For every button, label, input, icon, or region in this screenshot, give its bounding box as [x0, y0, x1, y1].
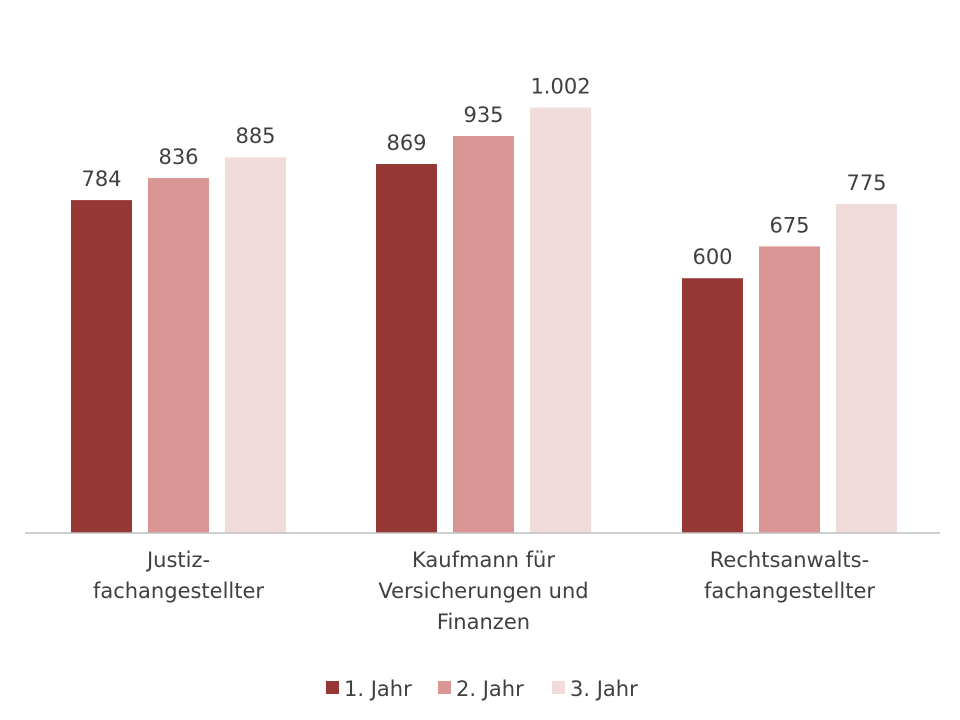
legend-label-3: 3. Jahr: [570, 677, 638, 701]
value-label-1-1: 784: [81, 167, 121, 191]
bar-3-3: [836, 203, 897, 533]
value-label-3-3: 775: [846, 171, 886, 195]
bar-3-2: [530, 107, 591, 534]
value-label-1-3: 600: [692, 245, 732, 269]
bar-2-1: [148, 178, 209, 533]
category-labels-group: Justiz-fachangestellter Kaufmann für Versi…: [93, 548, 875, 634]
bars-group: [71, 107, 897, 534]
value-label-2-2: 935: [463, 103, 503, 127]
legend-swatch-1: [326, 681, 339, 694]
value-label-2-3: 675: [769, 213, 809, 237]
bar-2-3: [759, 246, 820, 533]
bar-2-2: [453, 135, 514, 533]
value-label-3-2: 1.002: [530, 75, 590, 99]
category-label-3: Rechtsanwalts-fachangestellter: [704, 548, 875, 603]
legend-label-2: 2. Jahr: [456, 677, 524, 701]
value-label-3-1: 885: [235, 124, 275, 148]
bar-3-1: [225, 157, 286, 533]
value-labels-group: 784 869 600 836 935 675 885 1.002 775: [81, 75, 886, 270]
value-label-2-1: 836: [158, 145, 198, 169]
bar-1-3: [682, 278, 743, 533]
category-label-1: Justiz-fachangestellter: [93, 548, 264, 603]
bar-1-2: [376, 164, 437, 534]
legend: 1. Jahr 2. Jahr 3. Jahr: [326, 677, 638, 701]
legend-swatch-2: [438, 681, 451, 694]
bar-1-1: [71, 200, 132, 534]
legend-swatch-3: [552, 681, 565, 694]
value-label-1-2: 869: [386, 131, 426, 155]
category-label-2: Kaufmann für Versicherungen und Finanzen: [378, 548, 588, 634]
legend-label-1: 1. Jahr: [344, 677, 412, 701]
